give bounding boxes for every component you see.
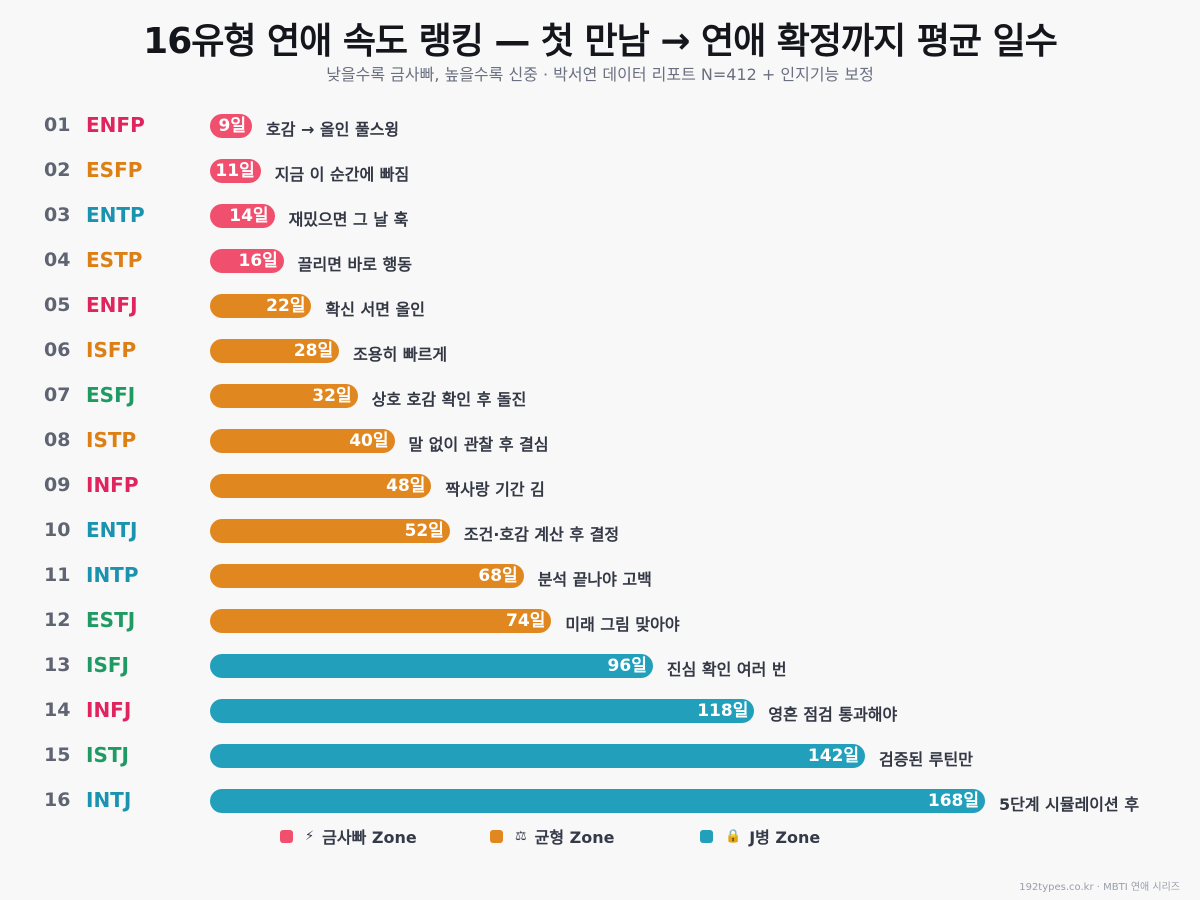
bar-annotation: 호감 → 올인 풀스윙 xyxy=(266,120,400,139)
mbti-type-label: INTJ xyxy=(86,788,132,812)
mbti-type-label: ESTJ xyxy=(86,608,136,632)
mbti-type-label: ESTP xyxy=(86,248,143,272)
mbti-type-label: ENTJ xyxy=(86,518,138,542)
bar-annotation: 조건·호감 계산 후 결정 xyxy=(463,525,620,544)
rank-label: 06 xyxy=(44,339,71,361)
legend-item: ⚖ 균형 Zone xyxy=(490,824,615,848)
rank-label: 08 xyxy=(44,429,71,451)
bar-value-label: 40일 xyxy=(349,431,389,451)
bar-esfj: 32일 xyxy=(210,384,358,408)
mbti-type-label: ENTP xyxy=(86,203,145,227)
bar-annotation: 미래 그림 맞아야 xyxy=(565,615,680,634)
bar-entj: 52일 xyxy=(210,519,450,543)
bar-istp: 40일 xyxy=(210,429,395,453)
bar-isfj: 96일 xyxy=(210,654,653,678)
mbti-type-label: INTP xyxy=(86,563,139,587)
bar-estp: 16일 xyxy=(210,249,284,273)
bar-annotation: 상호 호감 확인 후 돌진 xyxy=(371,390,527,409)
bar-value-label: 14일 xyxy=(229,206,269,226)
bar-value-label: 28일 xyxy=(293,341,334,361)
bar-annotation: 짝사랑 기간 김 xyxy=(445,480,545,499)
lock-icon: 🔒 xyxy=(725,828,742,844)
rank-label: 09 xyxy=(44,474,71,496)
bar-annotation: 재밌으면 그 날 훅 xyxy=(288,210,409,229)
bar-entp: 14일 xyxy=(210,204,275,228)
chart-title: 16유형 연애 속도 랭킹 — 첫 만남 → 연애 확정까지 평균 일수 xyxy=(143,21,1058,62)
rank-label: 11 xyxy=(44,564,71,586)
mbti-type-label: ESFP xyxy=(86,158,143,182)
legend: ⚡ 금사빠 Zone ⚖ 균형 Zone 🔒 J병 Zone xyxy=(0,824,1200,848)
bar-annotation: 진심 확인 여러 번 xyxy=(666,660,787,679)
legend-label: 금사빠 Zone xyxy=(322,828,417,847)
mbti-type-label: ENFJ xyxy=(86,293,138,317)
bar-value-label: 168일 xyxy=(927,791,979,811)
bar-annotation: 지금 이 순간에 빠짐 xyxy=(274,165,410,184)
bar-value-label: 118일 xyxy=(697,701,749,721)
bar-value-label: 22일 xyxy=(266,296,306,316)
mbti-type-label: ENFP xyxy=(86,113,145,137)
bar-value-label: 32일 xyxy=(312,386,352,406)
mbti-type-label: INFP xyxy=(86,473,139,497)
rank-label: 10 xyxy=(44,519,71,541)
bar-value-label: 52일 xyxy=(404,521,444,541)
rank-label: 02 xyxy=(44,159,71,181)
mbti-type-label: ESFJ xyxy=(86,383,136,407)
legend-label: 균형 Zone xyxy=(534,828,615,847)
bar-intp: 68일 xyxy=(210,564,524,588)
bar-enfp: 9일 xyxy=(210,114,252,138)
chart-subtitle: 낮을수록 금사빠, 높을수록 신중 · 박서연 데이터 리포트 N=412 + … xyxy=(326,65,874,84)
bar-annotation: 확신 서면 올인 xyxy=(325,300,425,319)
bar-infj: 118일 xyxy=(210,699,755,723)
legend-swatch xyxy=(280,829,293,843)
bar-value-label: 74일 xyxy=(506,611,546,631)
bar-istj: 142일 xyxy=(210,744,866,768)
rank-label: 03 xyxy=(44,204,71,226)
bar-annotation: 말 없이 관찰 후 결심 xyxy=(408,435,549,454)
legend-item: 🔒 J병 Zone xyxy=(700,824,820,848)
bar-value-label: 142일 xyxy=(807,746,860,766)
mbti-type-label: ISFP xyxy=(86,338,137,362)
bar-infp: 48일 xyxy=(210,474,432,498)
bar-annotation: 끌리면 바로 행동 xyxy=(297,255,412,274)
legend-swatch xyxy=(700,829,713,843)
legend-label: J병 Zone xyxy=(749,828,821,847)
bar-value-label: 68일 xyxy=(478,566,518,586)
rank-label: 15 xyxy=(44,744,71,766)
legend-item: ⚡ 금사빠 Zone xyxy=(280,824,417,848)
footer-credit: 192types.co.kr · MBTI 연애 시리즈 xyxy=(1019,882,1180,893)
mbti-type-label: ISFJ xyxy=(86,653,129,677)
lightning-icon: ⚡ xyxy=(305,828,315,844)
legend-swatch xyxy=(490,829,503,843)
rank-label: 04 xyxy=(44,249,71,271)
rank-label: 01 xyxy=(44,114,71,136)
bar-intj: 168일 xyxy=(210,789,985,813)
rank-label: 05 xyxy=(44,294,71,316)
mbti-type-label: INFJ xyxy=(86,698,132,722)
bar-annotation: 검증된 루틴만 xyxy=(879,750,973,769)
rank-label: 13 xyxy=(44,654,71,676)
mbti-type-label: ISTJ xyxy=(86,743,129,767)
bar-annotation: 분석 끝나야 고백 xyxy=(537,570,652,589)
bar-annotation: 5단계 시뮬레이션 후 xyxy=(999,795,1140,814)
rank-label: 16 xyxy=(44,789,71,811)
bar-annotation: 조용히 빠르게 xyxy=(353,345,448,364)
bar-value-label: 48일 xyxy=(386,476,426,496)
rank-label: 07 xyxy=(44,384,71,406)
mbti-type-label: ISTP xyxy=(86,428,137,452)
rank-label: 12 xyxy=(44,609,71,631)
bar-value-label: 16일 xyxy=(238,251,278,271)
bar-enfj: 22일 xyxy=(210,294,312,318)
bar-isfp: 28일 xyxy=(210,339,340,363)
bar-value-label: 96일 xyxy=(607,656,647,676)
rank-label: 14 xyxy=(44,699,71,721)
bar-esfp: 11일 xyxy=(210,159,261,183)
scales-icon: ⚖ xyxy=(515,828,527,844)
bar-value-label: 9일 xyxy=(218,116,246,136)
bar-estj: 74일 xyxy=(210,609,552,633)
bar-annotation: 영혼 점검 통과해야 xyxy=(768,705,898,724)
bar-value-label: 11일 xyxy=(215,161,255,181)
